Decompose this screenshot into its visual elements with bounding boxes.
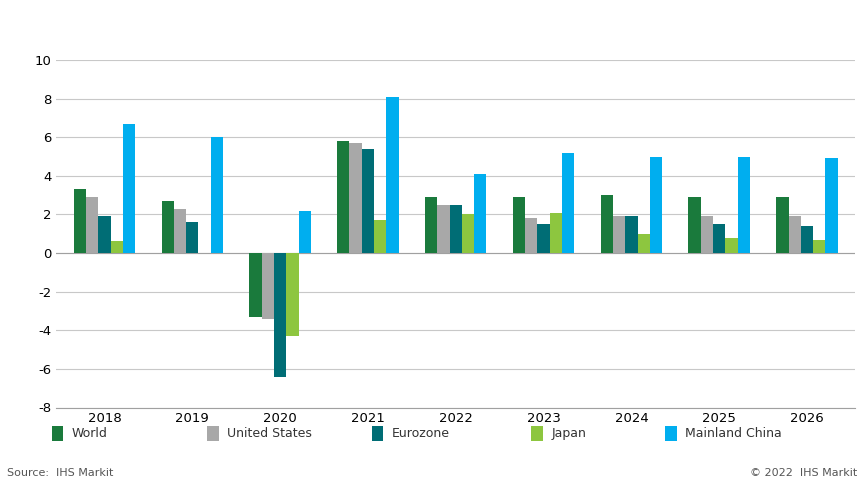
Bar: [626, 216, 638, 253]
Text: Japan: Japan: [551, 427, 586, 440]
Bar: [726, 238, 738, 253]
Bar: [562, 152, 575, 253]
Bar: [813, 240, 825, 253]
Bar: [73, 190, 86, 253]
Bar: [374, 220, 386, 253]
Bar: [462, 214, 474, 253]
Bar: [162, 201, 174, 253]
Bar: [52, 426, 63, 442]
Bar: [537, 224, 550, 253]
Bar: [425, 197, 437, 253]
Bar: [600, 195, 613, 253]
Bar: [638, 234, 650, 253]
Bar: [174, 208, 186, 253]
Bar: [386, 96, 398, 253]
Bar: [801, 226, 813, 253]
Bar: [738, 156, 750, 253]
Bar: [211, 137, 223, 253]
Bar: [286, 253, 299, 336]
Bar: [337, 141, 350, 253]
Bar: [372, 426, 383, 442]
Bar: [362, 149, 374, 253]
Bar: [98, 216, 111, 253]
Bar: [474, 174, 486, 253]
Bar: [713, 224, 726, 253]
Bar: [111, 242, 123, 253]
Bar: [123, 124, 135, 253]
Bar: [777, 197, 789, 253]
Bar: [789, 216, 801, 253]
Bar: [513, 197, 525, 253]
Bar: [689, 197, 701, 253]
Bar: [250, 253, 262, 317]
Bar: [525, 218, 537, 253]
Text: Mainland China: Mainland China: [685, 427, 782, 440]
Text: © 2022  IHS Markit: © 2022 IHS Markit: [750, 468, 857, 478]
Bar: [86, 197, 98, 253]
Text: World: World: [72, 427, 108, 440]
Bar: [650, 156, 662, 253]
Bar: [299, 210, 311, 253]
Bar: [274, 253, 286, 376]
Bar: [531, 426, 543, 442]
Bar: [207, 426, 219, 442]
Bar: [449, 205, 462, 253]
Bar: [550, 212, 562, 253]
Bar: [665, 426, 677, 442]
Text: A quick look at the numbers: Real GDP growth (percent change): A quick look at the numbers: Real GDP gr…: [9, 18, 590, 34]
Text: United States: United States: [227, 427, 312, 440]
Bar: [437, 205, 449, 253]
Bar: [701, 216, 713, 253]
Bar: [350, 143, 362, 253]
Text: Source:  IHS Markit: Source: IHS Markit: [7, 468, 113, 478]
Bar: [262, 253, 274, 318]
Text: Eurozone: Eurozone: [391, 427, 449, 440]
Bar: [825, 158, 838, 253]
Bar: [613, 216, 626, 253]
Bar: [186, 222, 199, 253]
